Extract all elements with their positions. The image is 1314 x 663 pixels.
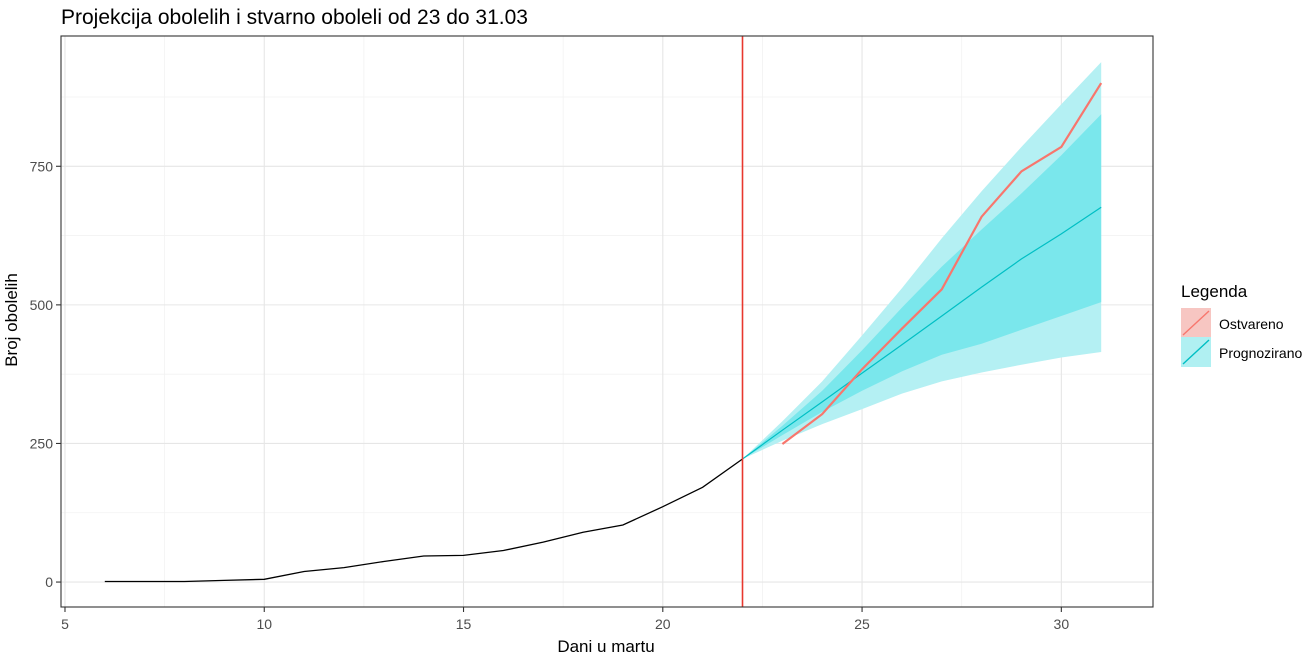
x-tick-label: 30 xyxy=(1054,616,1070,632)
forecast-band-95 xyxy=(742,62,1102,459)
x-tick-label: 5 xyxy=(61,616,69,632)
legend-label-ostvareno: Ostvareno xyxy=(1219,316,1284,332)
series-lines xyxy=(104,82,1103,583)
x-tick-label: 15 xyxy=(456,616,472,632)
grid xyxy=(61,36,1153,607)
legend-item-prognozirano: Prognozirano xyxy=(1181,337,1302,367)
legend-line-ostvareno xyxy=(1182,310,1210,336)
y-axis-title: Broj obolelih xyxy=(2,273,21,367)
chart-title: Projekcija obolelih i stvarno oboleli od… xyxy=(61,6,528,29)
plot-panel xyxy=(60,35,1154,608)
series-line-historical xyxy=(104,458,743,583)
x-tick-label: 10 xyxy=(256,616,272,632)
x-tick-label: 20 xyxy=(655,616,671,632)
legend-title: Legenda xyxy=(1181,282,1248,301)
legend: Legenda Ostvareno Prognozirano xyxy=(1181,282,1302,367)
y-axis: 0 250 500 750 xyxy=(30,158,61,590)
forecast-band-80 xyxy=(742,114,1102,459)
y-tick-label: 0 xyxy=(45,574,53,590)
series-line-ostvareno xyxy=(781,82,1103,445)
y-tick-label: 500 xyxy=(30,297,54,313)
legend-label-prognozirano: Prognozirano xyxy=(1219,345,1302,361)
y-tick-label: 250 xyxy=(30,435,54,451)
x-axis-title: Dani u martu xyxy=(557,637,654,656)
series-line-prognozirano xyxy=(742,206,1102,460)
legend-line-prognozirano xyxy=(1182,339,1210,365)
x-tick-label: 25 xyxy=(854,616,870,632)
y-tick-label: 750 xyxy=(30,158,54,174)
forecast-bands xyxy=(742,62,1102,459)
x-axis: 5 10 15 20 25 30 xyxy=(61,607,1069,632)
legend-item-ostvareno: Ostvareno xyxy=(1181,308,1284,338)
